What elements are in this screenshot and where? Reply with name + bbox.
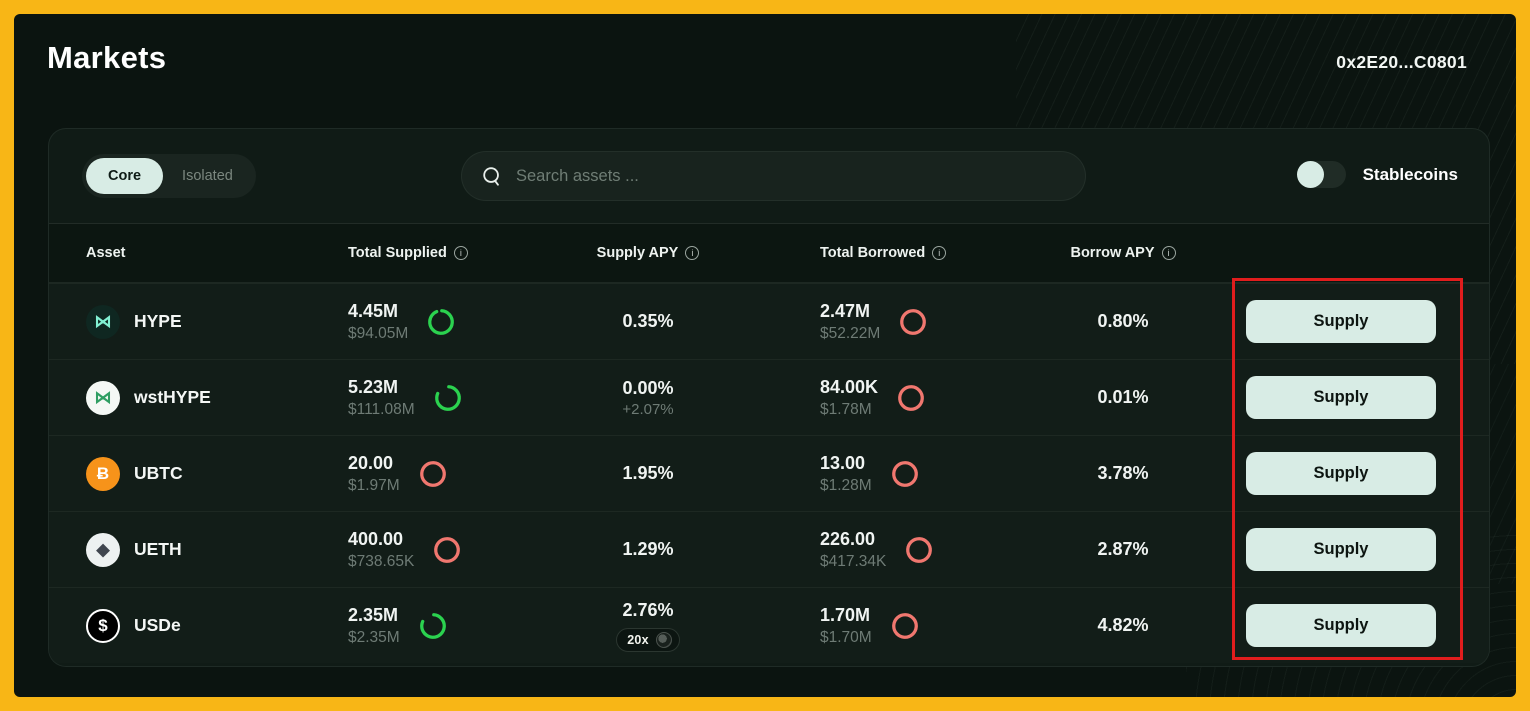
usde-icon: $ — [86, 608, 120, 643]
supplied-usd: $111.08M — [348, 400, 415, 418]
search-bar[interactable] — [461, 151, 1086, 201]
info-icon[interactable]: i — [1161, 246, 1176, 260]
borrowed-usd: $1.78M — [820, 400, 872, 418]
ethena-icon — [655, 631, 672, 648]
borrowed-ring-indicator — [890, 459, 920, 489]
supplied-amount: 20.00 — [348, 452, 394, 473]
borrowed-usd: $52.22M — [820, 324, 881, 342]
markets-card: Core Isolated Stablecoins — [48, 128, 1490, 667]
supplied-ring-indicator — [432, 535, 462, 565]
supply-apy-sub: +2.07% — [622, 400, 674, 418]
supply-button[interactable]: Supply — [1246, 376, 1436, 419]
borrow-apy: 0.01% — [1097, 387, 1149, 407]
borrowed-amount: 1.70M — [820, 604, 871, 625]
hype-icon: ⋈ — [86, 304, 120, 339]
supplied-ring-indicator — [433, 383, 463, 413]
borrowed-amount: 13.00 — [820, 452, 866, 473]
col-header-borrow-apy: Borrow APY i — [1018, 245, 1228, 261]
borrowed-usd: $417.34K — [820, 552, 887, 570]
supplied-ring-indicator — [418, 611, 448, 641]
supplied-amount: 5.23M — [348, 376, 399, 397]
supplied-amount: 4.45M — [348, 300, 399, 321]
supplied-ring-indicator — [418, 459, 448, 489]
asset-name: UBTC — [134, 463, 183, 483]
asset-name: wstHYPE — [134, 387, 211, 407]
supplied-amount: 2.35M — [348, 604, 399, 625]
table-row[interactable]: ◆ UETH 400.00 $738.65K 1.29% — [49, 511, 1489, 587]
supplied-usd: $2.35M — [348, 628, 400, 646]
table-row[interactable]: ⋈ wstHYPE 5.23M $111.08M 0.00% +2.07% — [49, 359, 1489, 435]
supply-apy: 0.00% — [622, 377, 674, 398]
supply-apy: 0.35% — [622, 311, 674, 331]
col-header-supply-apy: Supply APY i — [578, 245, 788, 261]
leverage-badge[interactable]: 20x — [616, 627, 680, 652]
table-row[interactable]: $ USDe 2.35M $2.35M 2.76% 20x — [49, 587, 1489, 663]
info-icon[interactable]: i — [453, 246, 468, 260]
borrow-apy: 2.87% — [1097, 539, 1149, 559]
asset-name: UETH — [134, 539, 182, 559]
supplied-usd: $94.05M — [348, 324, 409, 342]
col-header-total-borrowed: Total Borrowed i — [788, 245, 1018, 261]
supply-button[interactable]: Supply — [1246, 528, 1436, 571]
borrow-apy: 4.82% — [1097, 615, 1149, 635]
col-header-total-supplied: Total Supplied i — [348, 245, 578, 261]
supplied-amount: 400.00 — [348, 528, 404, 549]
info-icon[interactable]: i — [685, 246, 700, 260]
asset-name: USDe — [134, 615, 181, 635]
borrowed-amount: 2.47M — [820, 300, 871, 321]
supply-apy: 1.95% — [622, 463, 674, 483]
filter-bar: Core Isolated Stablecoins — [49, 129, 1489, 223]
supply-apy: 1.29% — [622, 539, 674, 559]
col-header-asset: Asset — [86, 245, 126, 261]
borrowed-usd: $1.28M — [820, 476, 872, 494]
borrowed-ring-indicator — [898, 307, 928, 337]
supplied-ring-indicator — [426, 307, 456, 337]
borrowed-usd: $1.70M — [820, 628, 872, 646]
tab-isolated[interactable]: Isolated — [163, 158, 252, 194]
borrowed-ring-indicator — [890, 611, 920, 641]
wsthype-icon: ⋈ — [86, 380, 120, 415]
tab-core[interactable]: Core — [86, 158, 164, 194]
borrow-apy: 0.80% — [1097, 311, 1149, 331]
supply-button[interactable]: Supply — [1246, 604, 1436, 647]
stablecoins-label: Stablecoins — [1362, 164, 1458, 184]
page-title: Markets — [47, 40, 167, 75]
btc-icon: Ƀ — [86, 456, 120, 491]
borrowed-amount: 84.00K — [820, 376, 879, 397]
eth-icon: ◆ — [86, 532, 120, 567]
table-header: Asset Total Supplied i Supply APY i Tota… — [49, 223, 1489, 283]
borrow-apy: 3.78% — [1097, 463, 1149, 483]
app-background: Markets 0x2E20...C0801 Core Isolated — [14, 14, 1516, 697]
table-row[interactable]: ⋈ HYPE 4.45M $94.05M 0.35% — [49, 283, 1489, 359]
market-type-tabs: Core Isolated — [82, 154, 256, 198]
table-row[interactable]: Ƀ UBTC 20.00 $1.97M 1.95% — [49, 435, 1489, 511]
borrowed-ring-indicator — [904, 535, 934, 565]
asset-name: HYPE — [134, 311, 182, 331]
borrowed-ring-indicator — [896, 383, 926, 413]
search-input[interactable] — [516, 166, 1066, 186]
supply-button[interactable]: Supply — [1246, 452, 1436, 495]
supply-button[interactable]: Supply — [1246, 300, 1436, 343]
supply-apy: 2.76% — [622, 599, 674, 620]
supplied-usd: $738.65K — [348, 552, 415, 570]
info-icon[interactable]: i — [932, 246, 947, 260]
toggle-knob — [1296, 161, 1324, 188]
stablecoins-filter: Stablecoins — [1296, 161, 1458, 188]
borrowed-amount: 226.00 — [820, 528, 876, 549]
wallet-address[interactable]: 0x2E20...C0801 — [1336, 52, 1467, 72]
supplied-usd: $1.97M — [348, 476, 400, 494]
search-icon — [483, 167, 499, 186]
stablecoins-toggle[interactable] — [1296, 161, 1346, 188]
